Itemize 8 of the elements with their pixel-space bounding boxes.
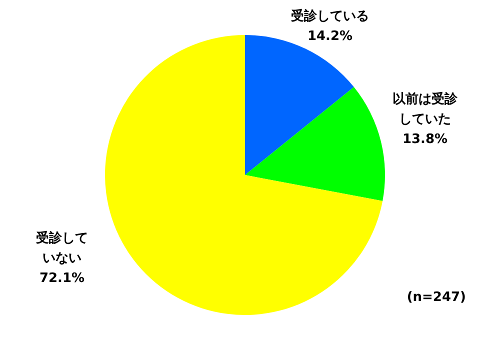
slice-label: 以前は受診していた — [392, 91, 458, 127]
text: (n=247) — [406, 290, 466, 305]
data-label: 72.1% — [39, 271, 85, 286]
data-label: 14.2% — [307, 29, 353, 44]
data-label: 13.8% — [402, 132, 448, 147]
pie-slice — [245, 87, 385, 201]
slice-label: 受診している — [290, 8, 369, 24]
slice-label: 受診していない — [35, 230, 88, 266]
